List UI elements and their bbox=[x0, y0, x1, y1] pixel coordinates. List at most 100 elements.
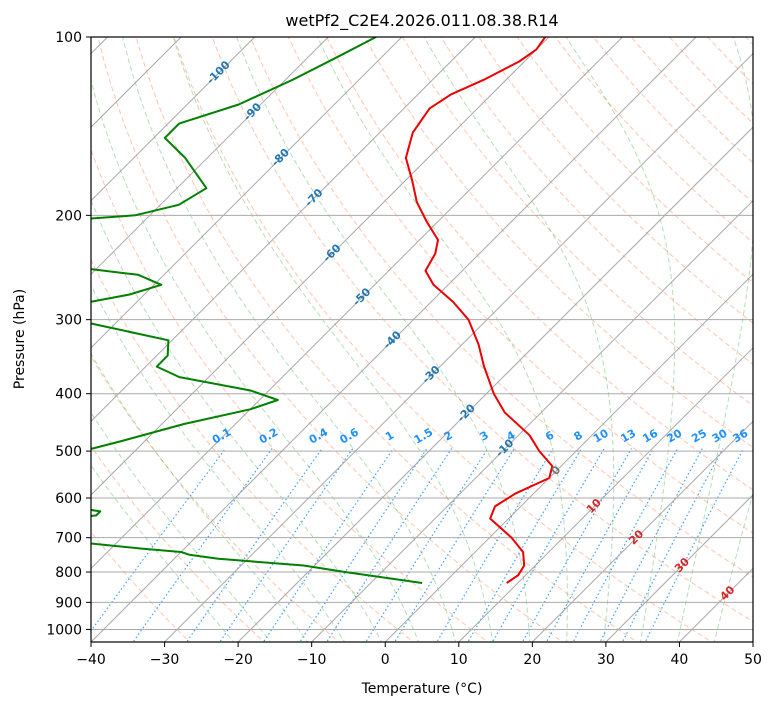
y-axis-label: Pressure (hPa) bbox=[12, 289, 28, 389]
chart-title: wetPf2_C2E4.2026.011.08.38.R14 bbox=[285, 11, 558, 31]
x-tick-label: 0 bbox=[381, 652, 390, 668]
dry-adiabat bbox=[516, 37, 753, 284]
mixing-ratio-label: 25 bbox=[689, 427, 709, 446]
isotherm bbox=[679, 567, 753, 642]
mixing-ratio-line bbox=[644, 448, 745, 642]
isotherm bbox=[458, 347, 753, 642]
dry-adiabat bbox=[326, 37, 753, 491]
dry-adiabat bbox=[364, 37, 753, 449]
mixing-ratio-line bbox=[185, 448, 323, 642]
mixing-ratio-label: 13 bbox=[618, 427, 638, 446]
mixing-ratio-label: 10 bbox=[591, 426, 611, 445]
y-tick-label: 100 bbox=[55, 30, 82, 46]
dry-adiabat bbox=[478, 37, 753, 324]
mixing-ratio-label: 0.2 bbox=[257, 426, 280, 447]
dry-adiabat bbox=[249, 37, 753, 578]
y-tick-label: 600 bbox=[55, 491, 82, 507]
x-axis-label: Temperature (°C) bbox=[361, 681, 483, 697]
x-tick-label: 50 bbox=[744, 652, 762, 668]
y-tick-label: 200 bbox=[55, 208, 82, 224]
isotherm-label: 40 bbox=[717, 583, 737, 603]
isotherm-label: -90 bbox=[241, 100, 264, 123]
moist-adiabat bbox=[91, 78, 420, 642]
dry-adiabat bbox=[211, 37, 753, 623]
moist-adiabat bbox=[91, 411, 272, 642]
isotherm bbox=[91, 37, 550, 496]
dewpoint-line bbox=[91, 37, 423, 584]
mixing-ratio-line bbox=[621, 448, 724, 642]
y-tick-label: 400 bbox=[55, 387, 82, 403]
y-tick-label: 500 bbox=[55, 444, 82, 460]
isotherm bbox=[91, 37, 329, 275]
x-tick-label: 30 bbox=[597, 652, 615, 668]
mixing-ratio-line bbox=[545, 448, 655, 642]
isotherm bbox=[91, 37, 476, 423]
dry-adiabat bbox=[91, 445, 265, 642]
mixing-ratio-label: 2 bbox=[442, 429, 455, 444]
isotherm bbox=[311, 199, 753, 642]
isotherm-label: 10 bbox=[584, 496, 604, 516]
mixing-ratio-line bbox=[436, 448, 554, 642]
mixing-ratio-line bbox=[394, 448, 515, 642]
x-tick-label: 20 bbox=[523, 652, 541, 668]
moist-adiabat bbox=[317, 37, 568, 642]
mixing-ratio-label: 20 bbox=[665, 426, 685, 445]
x-tick-label: 10 bbox=[450, 652, 468, 668]
moist-adiabat bbox=[91, 198, 383, 642]
dry-adiabat bbox=[402, 37, 753, 407]
mixing-ratio-label: 6 bbox=[543, 428, 556, 443]
x-tick-label: −20 bbox=[223, 652, 253, 668]
mixing-ratio-line bbox=[325, 448, 453, 642]
moist-adiabat bbox=[91, 464, 235, 642]
y-tick-label: 1000 bbox=[46, 622, 82, 638]
dry-adiabat bbox=[97, 37, 564, 642]
mixing-ratio-label: 0.6 bbox=[338, 425, 362, 446]
y-tick-label: 900 bbox=[55, 595, 82, 611]
x-tick-label: −40 bbox=[76, 652, 106, 668]
isotherm bbox=[531, 420, 753, 642]
isotherm bbox=[91, 37, 697, 642]
isotherm-label: -20 bbox=[455, 401, 478, 424]
isotherm bbox=[384, 273, 753, 642]
x-tick-label: 40 bbox=[671, 652, 689, 668]
dry-adiabat bbox=[745, 37, 753, 46]
mixing-ratio-label: 30 bbox=[710, 426, 730, 445]
y-tick-label: 300 bbox=[55, 313, 82, 329]
profiles bbox=[91, 37, 554, 584]
mixing-ratio-label: 0.1 bbox=[210, 426, 233, 447]
mixing-ratio-line bbox=[365, 448, 489, 642]
mixing-ratio-line bbox=[599, 448, 703, 642]
y-ticks: 1000 900 800 700 600 500 400 300 200 100 bbox=[46, 30, 91, 638]
isotherm bbox=[91, 37, 256, 202]
mixing-ratio-label: 0.4 bbox=[307, 425, 331, 446]
mixing-ratio-label: 36 bbox=[730, 426, 750, 445]
dry-adiabat bbox=[554, 37, 753, 244]
mixing-ratio-line bbox=[219, 448, 354, 642]
mixing-ratio-line bbox=[521, 448, 633, 642]
mixing-ratio-line bbox=[299, 448, 428, 642]
grid bbox=[91, 37, 753, 642]
y-tick-label: 800 bbox=[55, 565, 82, 581]
isotherm-label: -30 bbox=[420, 363, 443, 386]
x-ticks: −40 −30 −20 −10 0 10 20 30 40 50 bbox=[76, 642, 762, 668]
moist-adiabat bbox=[122, 37, 457, 642]
dry-adiabat bbox=[287, 37, 753, 534]
dry-adiabat bbox=[91, 355, 340, 642]
mixing-ratio-label: 1 bbox=[383, 429, 396, 444]
isotherm bbox=[164, 52, 753, 642]
x-tick-label: −10 bbox=[297, 652, 327, 668]
mixing-ratio-line bbox=[467, 448, 583, 642]
line-labels: -100-90-80-70-60-50-40-30-20-10010203040… bbox=[204, 58, 751, 603]
isotherm bbox=[605, 494, 753, 642]
mixing-ratio-line bbox=[132, 448, 273, 642]
dry-adiabat bbox=[91, 148, 489, 642]
mixing-ratio-line bbox=[572, 448, 679, 642]
isotherm bbox=[237, 126, 753, 642]
moist-adiabat bbox=[91, 352, 309, 642]
mixing-ratio-line bbox=[262, 448, 394, 642]
dry-adiabat bbox=[707, 37, 753, 85]
isotherm bbox=[91, 37, 623, 570]
dry-adiabat bbox=[440, 37, 753, 365]
mixing-ratio-label: 8 bbox=[572, 429, 585, 444]
